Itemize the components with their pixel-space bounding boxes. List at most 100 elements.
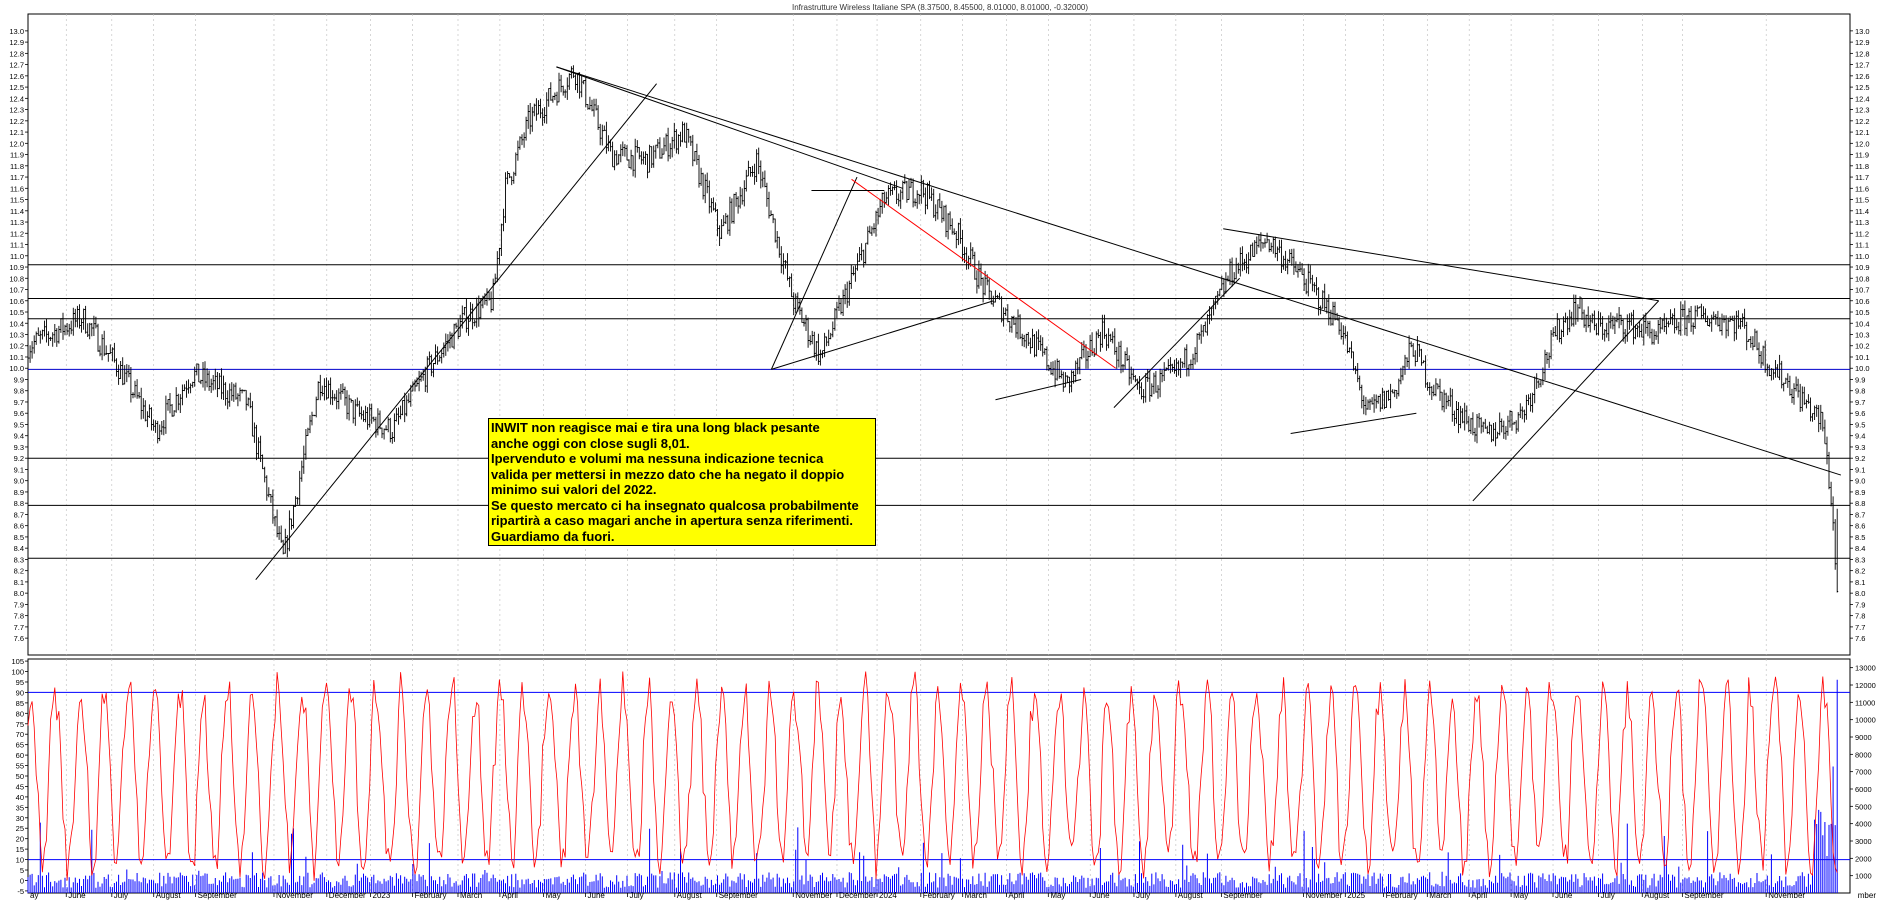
x-tick-label: 2024 [879, 891, 897, 900]
y-tick-label: 9.7 [14, 398, 24, 407]
y-tick-label-right: 11.0 [1855, 252, 1869, 261]
osc-y-tick-label: 5 [20, 866, 24, 875]
x-tick-label: February [923, 891, 955, 900]
y-tick-label-right: 9.6 [1855, 409, 1865, 418]
y-tick-label: 9.5 [14, 420, 24, 429]
y-tick-label: 12.3 [9, 106, 24, 115]
x-tick-label: May [546, 891, 561, 900]
annotation-line: Guardiamo da fuori. [491, 528, 615, 544]
y-tick-label-right: 11.8 [1855, 162, 1869, 171]
y-tick-label-right: 10.2 [1855, 342, 1870, 351]
x-tick-label: March [1429, 891, 1451, 900]
y-tick-label-right: 7.6 [1855, 634, 1865, 643]
y-tick-label: 11.0 [10, 252, 24, 261]
y-tick-label-right: 12.7 [1855, 61, 1870, 70]
osc-y-tick-label: 75 [16, 720, 24, 729]
x-tick-label: June [68, 891, 86, 900]
y-tick-label: 10.0 [9, 364, 24, 373]
y-tick-label-right: 9.0 [1855, 477, 1865, 486]
x-tick-label: March [460, 891, 482, 900]
y-tick-label: 11.8 [10, 162, 24, 171]
y-tick-label-right: 9.9 [1855, 375, 1865, 384]
trendline [1223, 228, 1659, 302]
x-tick-label: July [1601, 891, 1615, 900]
y-tick-label-right: 9.5 [1855, 420, 1865, 429]
annotation-line: Se questo mercato ci ha insegnato qualco… [491, 497, 859, 513]
y-tick-label: 10.3 [9, 331, 24, 340]
y-tick-label: 11.9 [10, 151, 24, 160]
y-tick-label: 8.2 [14, 567, 24, 576]
y-tick-label: 10.8 [9, 274, 24, 283]
y-tick-label: 10.4 [9, 319, 24, 328]
y-tick-label: 8.8 [14, 499, 24, 508]
y-tick-label: 9.6 [14, 409, 24, 418]
volume-y-tick-label: 9000 [1855, 733, 1872, 742]
y-tick-label-right: 8.5 [1855, 533, 1865, 542]
x-tick-label: June [1092, 891, 1110, 900]
y-tick-label-right: 7.9 [1855, 600, 1865, 609]
osc-y-tick-label: 80 [16, 709, 24, 718]
y-tick-label: 8.7 [14, 510, 24, 519]
x-tick-label: August [1178, 891, 1204, 900]
y-tick-label-right: 12.5 [1855, 83, 1870, 92]
y-tick-label: 10.1 [9, 353, 24, 362]
osc-y-tick-label: 95 [16, 678, 24, 687]
y-tick-label: 11.6 [10, 184, 24, 193]
y-tick-label-right: 8.1 [1855, 578, 1865, 587]
y-tick-label: 12.4 [9, 94, 24, 103]
oscillator-panel-frame [27, 658, 1851, 894]
trendline [1113, 277, 1240, 408]
y-tick-label-right: 8.2 [1855, 567, 1865, 576]
x-tick-label: February [1386, 891, 1418, 900]
y-tick-label-right: 12.0 [1855, 139, 1870, 148]
osc-y-tick-label: 60 [16, 751, 24, 760]
y-tick-label: 12.8 [9, 49, 24, 58]
y-tick-label-right: 10.4 [1855, 319, 1870, 328]
osc-y-tick-label: 20 [16, 835, 24, 844]
x-tick-label: November [1768, 891, 1805, 900]
price-bars [27, 65, 1839, 593]
y-tick-label-right: 13.0 [1855, 27, 1870, 36]
y-tick-label: 9.4 [14, 432, 24, 441]
y-tick-label: 7.6 [14, 634, 24, 643]
annotation-line: valida per mettersi in mezzo dato che ha… [491, 466, 845, 482]
x-tail-label: mber [1858, 891, 1877, 900]
osc-y-tick-label: 15 [16, 845, 24, 854]
y-tick-label: 8.3 [14, 555, 24, 564]
y-tick-label-right: 8.7 [1855, 510, 1865, 519]
y-tick-label-right: 9.4 [1855, 432, 1865, 441]
y-tick-label-right: 11.4 [1855, 207, 1869, 216]
x-tick-label: March [965, 891, 987, 900]
y-tick-label: 10.6 [9, 297, 24, 306]
trendline [1290, 412, 1417, 434]
annotation-line: anche oggi con close sugli 8,01. [491, 435, 690, 451]
y-tick-label: 12.0 [9, 139, 24, 148]
osc-y-tick-label: 90 [16, 688, 24, 697]
y-tick-label: 9.1 [14, 465, 24, 474]
y-tick-label-right: 10.0 [1855, 364, 1870, 373]
y-tick-label: 9.0 [14, 477, 24, 486]
y-tick-label: 11.4 [10, 207, 24, 216]
x-tick-label: 2025 [1347, 891, 1365, 900]
y-tick-label: 11.2 [10, 229, 24, 238]
annotation-line: minimo sui valori del 2022. [491, 482, 657, 497]
x-tick-label: April [1471, 891, 1487, 900]
volume-y-tick-label: 3000 [1855, 837, 1872, 846]
y-tick-label-right: 10.7 [1855, 286, 1870, 295]
y-tick-label-right: 9.8 [1855, 387, 1865, 396]
x-tick-label: September [198, 891, 237, 900]
annotation-box: INWIT non reagisce mai e tira una long b… [488, 418, 876, 546]
x-tick-label: August [1644, 891, 1670, 900]
y-tick-label-right: 12.2 [1855, 117, 1870, 126]
y-tick-label-right: 8.6 [1855, 522, 1865, 531]
volume-y-tick-label: 13000 [1855, 664, 1876, 673]
osc-y-tick-label: 65 [16, 741, 24, 750]
y-tick-label-right: 12.3 [1855, 106, 1870, 115]
x-tick-label: May [1050, 891, 1065, 900]
y-tick-label: 8.9 [14, 488, 24, 497]
osc-y-tick-label: 45 [16, 782, 24, 791]
osc-y-tick-label: 40 [16, 793, 24, 802]
x-tick-label: April [502, 891, 518, 900]
